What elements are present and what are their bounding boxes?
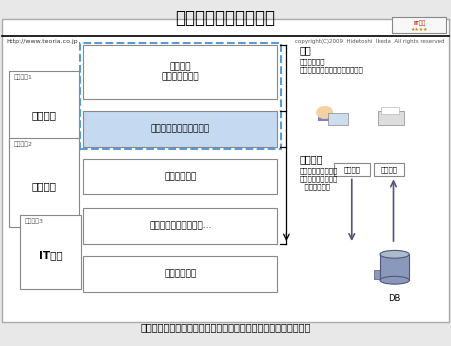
Text: 要求と要求仕様の違い: 要求と要求仕様の違い	[175, 9, 276, 27]
Text: DB: DB	[388, 294, 401, 303]
FancyBboxPatch shape	[334, 163, 370, 176]
Text: http://www.teoria.co.jp: http://www.teoria.co.jp	[7, 39, 78, 44]
Text: 出力指示: 出力指示	[343, 166, 360, 173]
FancyBboxPatch shape	[9, 138, 79, 227]
Text: ソフトウエア: ソフトウエア	[164, 172, 197, 181]
Polygon shape	[318, 116, 331, 121]
FancyBboxPatch shape	[2, 19, 449, 322]
FancyBboxPatch shape	[378, 111, 404, 125]
Text: ・コンピュータ用語
・与えられた要求を
  満足する仕様: ・コンピュータ用語 ・与えられた要求を 満足する仕様	[300, 168, 338, 190]
FancyBboxPatch shape	[83, 111, 277, 147]
Ellipse shape	[380, 276, 410, 284]
Text: ハードウエア: ハードウエア	[164, 270, 197, 279]
Text: ビジネス: ビジネス	[32, 110, 56, 120]
Circle shape	[317, 106, 333, 119]
Text: レイヤー3: レイヤー3	[25, 218, 44, 224]
Text: レイヤー1: レイヤー1	[14, 74, 32, 80]
Text: IT技術: IT技術	[39, 250, 63, 260]
Text: 要求仕様はシステムが何をしなければならないかを記述したもの: 要求仕様はシステムが何をしなければならないかを記述したもの	[140, 322, 311, 332]
Text: ・人間の言葉
・ソフトウェアが実現すべき目標: ・人間の言葉 ・ソフトウェアが実現すべき目標	[300, 59, 364, 73]
FancyBboxPatch shape	[374, 163, 404, 176]
Text: 事業運用
オペレーション: 事業運用 オペレーション	[161, 62, 199, 82]
FancyBboxPatch shape	[83, 45, 277, 99]
FancyBboxPatch shape	[9, 71, 79, 152]
FancyBboxPatch shape	[392, 17, 446, 33]
FancyBboxPatch shape	[83, 159, 277, 194]
Text: ★★★★: ★★★★	[411, 27, 428, 32]
FancyBboxPatch shape	[328, 113, 348, 125]
FancyBboxPatch shape	[83, 256, 277, 292]
Text: 要求: 要求	[300, 45, 312, 55]
Text: レイヤー2: レイヤー2	[14, 142, 32, 147]
Text: 要求仕様: 要求仕様	[300, 154, 323, 164]
Text: copyright(C)2009  Hidetoshi  Ikeda  All rights reserved: copyright(C)2009 Hidetoshi Ikeda All rig…	[295, 39, 444, 44]
FancyBboxPatch shape	[374, 270, 388, 279]
Text: プリント: プリント	[381, 166, 397, 173]
Text: IT例図: IT例図	[413, 21, 426, 26]
Text: システム: システム	[32, 181, 56, 191]
FancyBboxPatch shape	[381, 107, 399, 114]
Ellipse shape	[380, 251, 410, 258]
Text: ユーザーインタフェース: ユーザーインタフェース	[151, 124, 210, 134]
FancyBboxPatch shape	[20, 215, 81, 289]
Text: データベース／通信／...: データベース／通信／...	[149, 221, 212, 230]
FancyBboxPatch shape	[83, 208, 277, 244]
Bar	[380, 254, 410, 280]
